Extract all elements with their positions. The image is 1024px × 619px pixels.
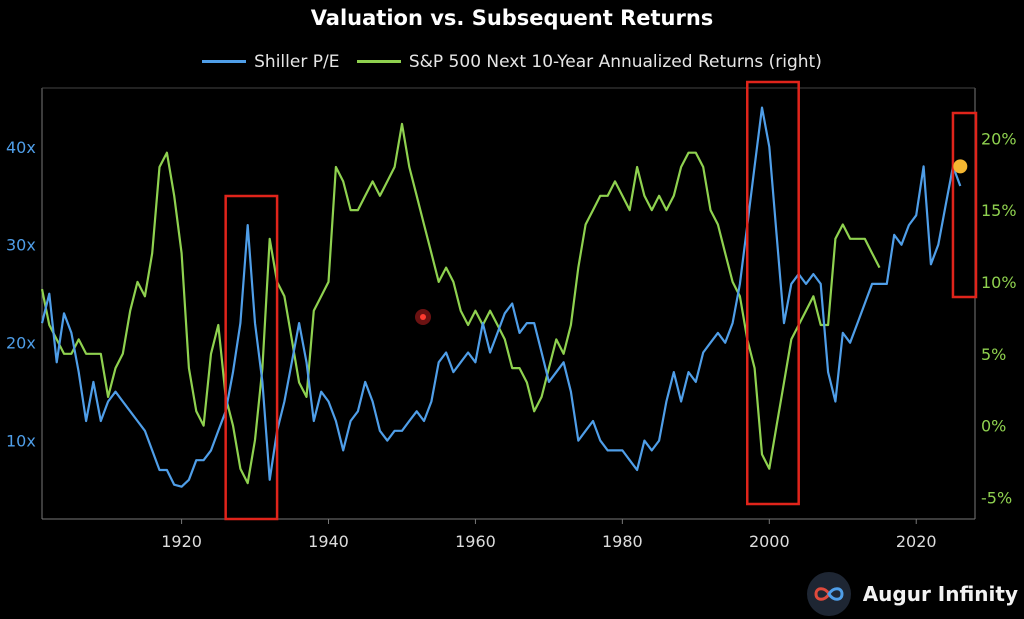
x-tick-label: 2000	[749, 532, 790, 551]
highlight-box	[951, 111, 978, 299]
brand-name: Augur Infinity	[862, 582, 1018, 606]
cursor-indicator-inner	[420, 314, 426, 320]
y-left-tick-label: 10x	[6, 432, 36, 451]
highlight-box	[224, 194, 279, 521]
x-tick-label: 1980	[602, 532, 643, 551]
highlight-box	[746, 80, 800, 506]
legend-swatch-returns	[356, 60, 401, 63]
y-right-tick-label: 20%	[981, 129, 1017, 148]
legend-label-returns: S&P 500 Next 10-Year Annualized Returns …	[408, 51, 822, 72]
chart-title: Valuation vs. Subsequent Returns	[310, 6, 714, 30]
x-tick-label: 1960	[455, 532, 496, 551]
x-tick-label: 1940	[308, 532, 349, 551]
y-right-tick-label: -5%	[981, 488, 1012, 507]
y-left-tick-label: 40x	[6, 138, 36, 157]
brand-watermark: Augur Infinity	[806, 569, 1018, 619]
x-tick-label: 2020	[896, 532, 937, 551]
legend-item-returns: S&P 500 Next 10-Year Annualized Returns …	[356, 51, 822, 72]
legend-swatch-shiller	[202, 60, 247, 63]
infinity-icon	[806, 572, 851, 616]
y-right-tick-label: 5%	[981, 345, 1006, 364]
y-right-tick-label: 15%	[981, 201, 1017, 220]
legend-label-shiller: Shiller P/E	[254, 51, 340, 72]
x-tick-label: 1920	[161, 532, 202, 551]
y-left-tick-label: 20x	[6, 334, 36, 353]
y-right-tick-label: 0%	[981, 417, 1006, 436]
latest-value-marker	[953, 159, 968, 174]
chart-legend: Shiller P/E S&P 500 Next 10-Year Annuali…	[0, 48, 1024, 72]
legend-item-shiller: Shiller P/E	[202, 52, 339, 72]
y-right-tick-label: 10%	[981, 273, 1017, 292]
series-line-shiller-pe	[40, 106, 962, 488]
series-line-returns	[40, 122, 881, 485]
y-left-tick-label: 30x	[6, 236, 36, 255]
